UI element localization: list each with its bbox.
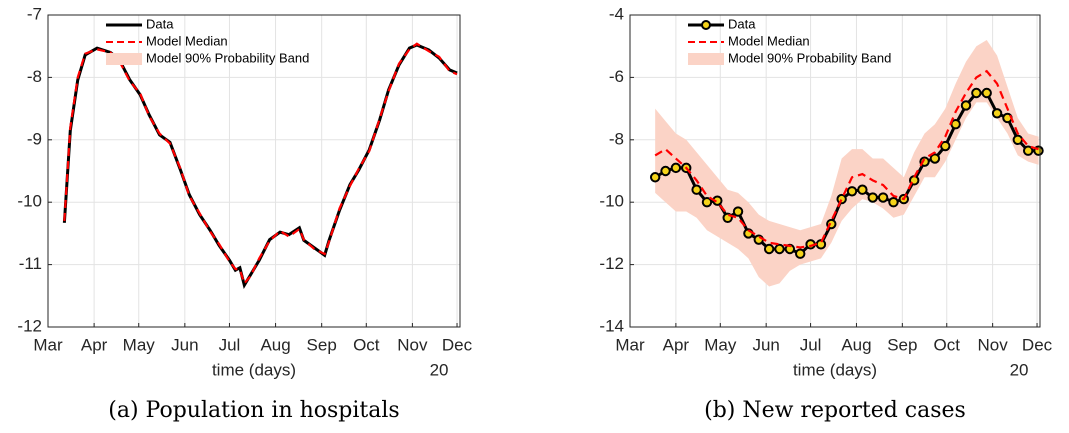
- data-point: [981, 87, 992, 99]
- data-point: [774, 243, 785, 255]
- y-tick-label: -10: [17, 192, 42, 211]
- y-tick-label: -9: [27, 129, 42, 148]
- data-point: [660, 165, 671, 177]
- legend-label: Model 90% Probability Band: [728, 50, 891, 65]
- y-tick-label: -6: [609, 67, 624, 86]
- x-tick-label: Apr: [663, 335, 690, 354]
- data-point: [732, 206, 744, 217]
- y-tick-label: -4: [609, 4, 624, 23]
- x-tick-label: Mar: [33, 335, 63, 354]
- data-point: [991, 108, 1003, 119]
- probability-band: [655, 39, 1039, 287]
- x-tick-label: Mar: [615, 335, 645, 354]
- data-point: [877, 192, 889, 203]
- data-point: [701, 197, 713, 208]
- x-tick-label: Nov: [978, 335, 1009, 354]
- data-point: [836, 193, 847, 205]
- y-tick-label: -12: [599, 254, 624, 273]
- y-tick-label: -8: [609, 129, 624, 148]
- y-tick-label: -8: [27, 67, 42, 86]
- data-point: [929, 153, 941, 164]
- x-tick-label: Sep: [307, 335, 337, 354]
- x-tick-label: Nov: [397, 335, 428, 354]
- x-tick-label: Dec: [1022, 335, 1053, 354]
- median-line: [654, 69, 1039, 249]
- x-tick-label: May: [704, 335, 737, 354]
- data-point: [846, 186, 858, 197]
- x-tick-label: Oct: [934, 335, 961, 354]
- legend-label: Model 90% Probability Band: [146, 50, 309, 65]
- data-point: [888, 197, 899, 208]
- data-point: [1012, 134, 1023, 146]
- axes-box: [47, 14, 461, 328]
- data-point: [857, 184, 868, 195]
- legend-label: Model Median: [146, 33, 228, 48]
- data-point: [960, 100, 972, 111]
- y-tick-label: -11: [19, 254, 42, 273]
- data-point: [753, 234, 764, 245]
- data-point: [940, 140, 951, 152]
- x-tick-label: Aug: [841, 335, 871, 354]
- data-point: [867, 192, 878, 203]
- data-point: [971, 87, 982, 99]
- legend-label: Data: [728, 16, 756, 31]
- caption: (b) New reported cases: [704, 398, 966, 423]
- y-tick-label: -10: [599, 192, 624, 211]
- data-point: [649, 172, 661, 183]
- legend-label: Data: [146, 16, 174, 31]
- x-axis-label: time (days): [212, 360, 296, 379]
- data-point: [795, 248, 806, 259]
- x-tick-label: Aug: [260, 335, 290, 354]
- axes-box: [629, 14, 1041, 328]
- caption: (a) Population in hospitals: [108, 398, 399, 423]
- x-tick-label: Jul: [800, 335, 822, 354]
- x-tick-label: Jun: [171, 335, 198, 354]
- year-label: 20: [1010, 360, 1029, 379]
- legend-marker: [701, 20, 711, 30]
- year-label: 20: [430, 360, 449, 379]
- y-tick-label: -7: [27, 4, 42, 23]
- x-axis-label: time (days): [793, 360, 877, 379]
- x-tick-label: Jul: [219, 335, 241, 354]
- data-point: [763, 243, 775, 255]
- x-tick-label: May: [123, 335, 156, 354]
- plot-area: [48, 15, 460, 327]
- x-tick-label: Dec: [442, 335, 473, 354]
- x-tick-label: Oct: [353, 335, 380, 354]
- x-tick-label: Jun: [752, 335, 779, 354]
- median-line: [63, 42, 458, 286]
- y-tick-label: -12: [17, 316, 42, 335]
- legend-swatch: [688, 53, 724, 65]
- y-tick-label: -14: [599, 316, 624, 335]
- data-point: [1022, 145, 1034, 156]
- data-point: [691, 184, 702, 195]
- legend-label: Model Median: [728, 33, 810, 48]
- x-tick-label: Sep: [887, 335, 917, 354]
- x-tick-label: Apr: [81, 335, 108, 354]
- data-point: [670, 162, 682, 174]
- legend-swatch: [106, 53, 142, 65]
